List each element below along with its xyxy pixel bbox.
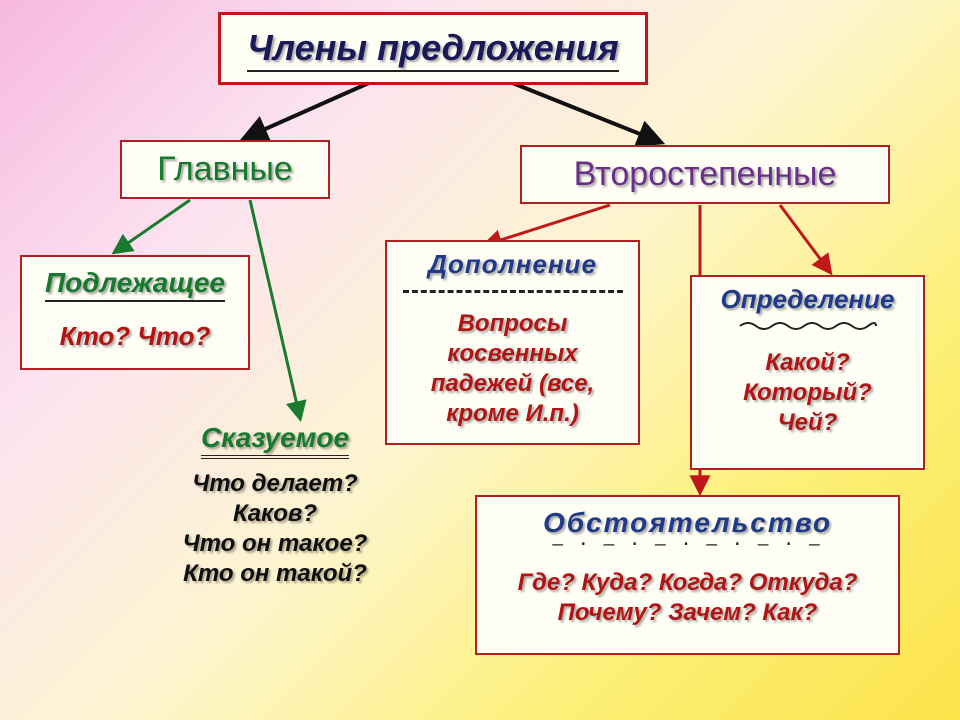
dash-long-underline <box>403 285 623 295</box>
dash-dot-underline <box>507 540 867 548</box>
main-node: Главные <box>120 140 330 199</box>
predicate-body: Что делает?Каков?Что он такое?Кто он так… <box>145 469 405 589</box>
adverbial-node: Обстоятельство Где? Куда? Когда? Откуда?… <box>475 495 900 655</box>
subject-title: Подлежащее <box>45 265 225 302</box>
root-node: Члены предложения <box>218 12 648 85</box>
subject-node: Подлежащее Кто? Что? <box>20 255 250 370</box>
adverbial-body: Где? Куда? Когда? Откуда?Почему? Зачем? … <box>477 568 898 628</box>
predicate-title: Сказуемое <box>201 420 349 459</box>
object-title: Дополнение <box>428 249 597 279</box>
main-label: Главные <box>157 150 292 188</box>
secondary-label: Второстепенные <box>574 155 837 193</box>
subject-body: Кто? Что? <box>22 320 248 353</box>
attribute-node: Определение Какой?Который?Чей? <box>690 275 925 470</box>
attribute-body: Какой?Который?Чей? <box>692 348 923 438</box>
wavy-underline <box>738 320 878 332</box>
object-body: Вопросыкосвенныхпадежей (все,кроме И.п.) <box>387 309 638 429</box>
object-node: Дополнение Вопросыкосвенныхпадежей (все,… <box>385 240 640 445</box>
secondary-node: Второстепенные <box>520 145 890 204</box>
predicate-node: Сказуемое Что делает?Каков?Что он такое?… <box>145 420 405 620</box>
root-title: Члены предложения <box>247 25 619 72</box>
attribute-title: Определение <box>721 284 895 314</box>
